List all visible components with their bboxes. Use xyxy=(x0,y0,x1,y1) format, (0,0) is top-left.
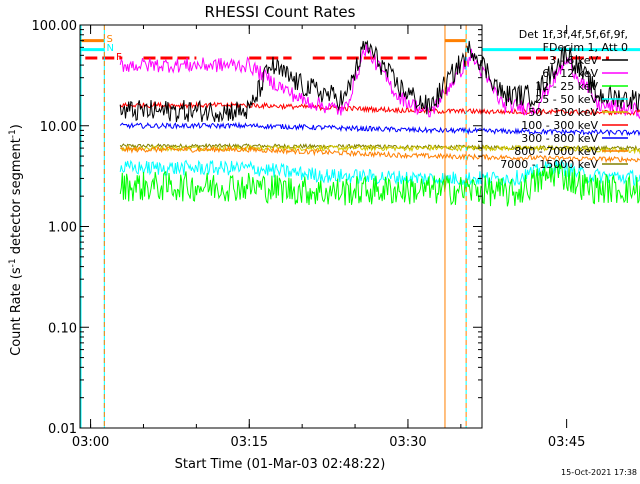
y-axis-label-main: Count Rate (s xyxy=(9,267,24,356)
legend-entry-label: 800 - 7000 keV xyxy=(514,145,598,158)
y-axis-label-end: ) xyxy=(9,124,24,129)
y-axis-label-exp2: -1 xyxy=(8,129,18,138)
x-tick-label: 03:45 xyxy=(548,435,585,450)
timestamp: 15-Oct-2021 17:38 xyxy=(561,468,637,477)
x-tick-label: 03:30 xyxy=(389,435,426,450)
y-axis-label: Count Rate (s-1 detector segment-1) xyxy=(8,124,24,356)
n-flag-label: N xyxy=(106,43,113,54)
legend-entry-label: 300 - 800 keV xyxy=(521,132,598,145)
legend-entry-label: 3 - 6 keV xyxy=(549,54,598,67)
legend-header: Det 1f,3f,4f,5f,6f,9f, xyxy=(519,28,628,41)
x-axis-label: Start Time (01-Mar-03 02:48:22) xyxy=(175,457,386,472)
y-axis-label-exp1: -1 xyxy=(8,258,18,267)
x-tick-label: 03:00 xyxy=(72,435,109,450)
y-axis-label-mid: detector segment xyxy=(9,138,24,258)
legend-entry-label: 25 - 50 keV xyxy=(535,93,598,106)
chart-title: RHESSI Count Rates xyxy=(205,3,356,21)
legend-entry-label: 100 - 300 keV xyxy=(521,119,598,132)
legend-header: FDecim 1, Att 0 xyxy=(543,41,628,54)
legend-entry-label: 7000 - 15000 keV xyxy=(500,158,598,171)
y-tick-label: 1.00 xyxy=(48,221,77,236)
y-tick-label: 0.10 xyxy=(48,321,77,336)
legend-entry-label: 6 - 12 keV xyxy=(542,67,598,80)
x-tick-label: 03:15 xyxy=(231,435,268,450)
y-tick-label: 100.00 xyxy=(32,19,78,34)
legend-entry-label: 50 - 100 keV xyxy=(528,106,598,119)
y-tick-label: 10.00 xyxy=(40,120,77,135)
series-line xyxy=(120,164,640,223)
legend-entry-label: 12 - 25 keV xyxy=(535,80,598,93)
